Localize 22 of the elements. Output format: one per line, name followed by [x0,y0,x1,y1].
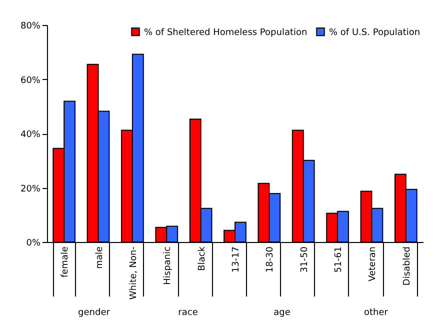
x-tick-label: male [94,246,105,269]
text: race [178,308,198,318]
y-tick-label: 20% [20,184,41,194]
y-tick-label: 60% [20,76,41,86]
x-tick-label: Hispanic [163,246,174,285]
legend-label: % of U.S. Population [329,28,420,38]
x-tick-label: 51-61 [334,246,344,273]
x-tick-label: Black [197,246,208,271]
y-tick-label: 80% [20,22,41,32]
y-tick-label: 40% [20,130,41,140]
text: gender [78,308,110,318]
x-tick-label: White, Non- [128,246,139,300]
legend-label: % of Sheltered Homeless Population [144,28,308,38]
text: other [364,308,388,318]
x-tick-label: 31-50 [300,246,310,273]
x-tick-label: Veteran [368,246,378,282]
x-tick-label: female [60,246,71,278]
y-tick-label: 0% [26,238,41,248]
x-tick-label: Disabled [402,246,412,286]
x-tick-label: 13-17 [232,246,242,273]
x-tick-label: 18-30 [266,246,276,273]
text: age [274,308,291,318]
